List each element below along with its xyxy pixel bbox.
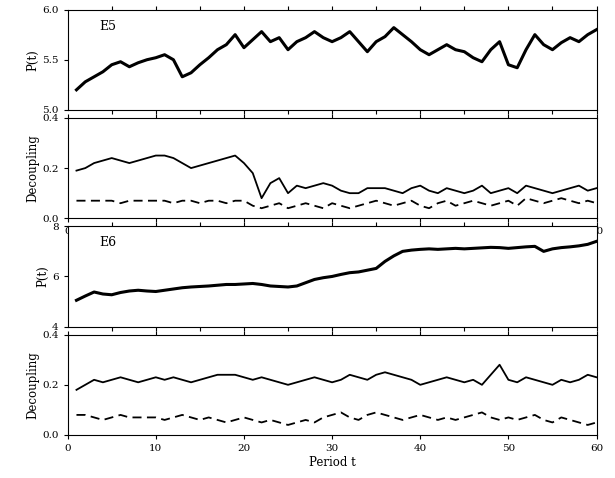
Y-axis label: Decoupling: Decoupling [26, 351, 39, 419]
Y-axis label: P(t): P(t) [26, 49, 39, 71]
X-axis label: Period t: Period t [309, 456, 355, 469]
Y-axis label: P(t): P(t) [36, 266, 49, 287]
Text: E6: E6 [100, 236, 116, 250]
X-axis label: Period t: Period t [309, 239, 355, 252]
Text: E5: E5 [100, 20, 116, 33]
Y-axis label: Decoupling: Decoupling [26, 134, 39, 202]
